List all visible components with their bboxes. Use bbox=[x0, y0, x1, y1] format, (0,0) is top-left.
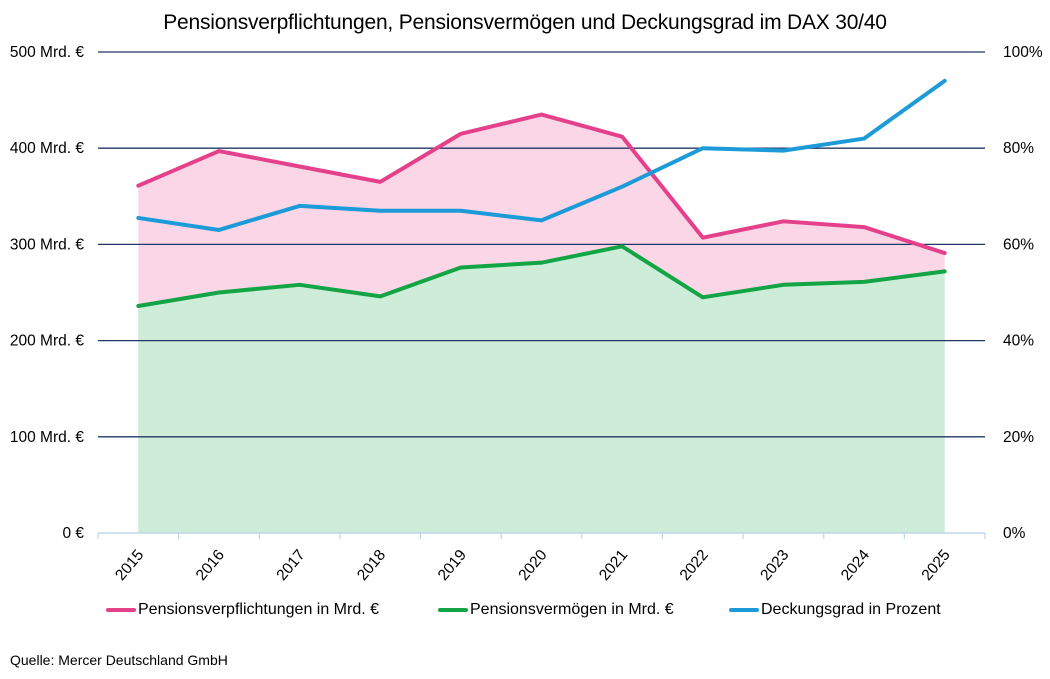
x-tick-label: 2023 bbox=[757, 547, 792, 584]
legend-label-pensionsverpflichtungen: Pensionsverpflichtungen in Mrd. € bbox=[138, 601, 380, 618]
y-tick-right: 80% bbox=[1003, 140, 1034, 157]
legend-label-deckungsgrad: Deckungsgrad in Prozent bbox=[761, 601, 941, 618]
y-tick-right: 60% bbox=[1003, 236, 1034, 253]
chart-plot: 0 € 100 Mrd. € 200 Mrd. € 300 Mrd. € 400 Mrd… bbox=[10, 44, 1043, 584]
legend-swatch-pensionsvermoegen bbox=[438, 608, 468, 612]
legend-item-deckungsgrad: Deckungsgrad in Prozent bbox=[729, 601, 941, 619]
x-tick-label: 2017 bbox=[273, 547, 308, 584]
y-tick-left: 0 € bbox=[62, 525, 84, 542]
legend-item-pensionsverpflichtungen: Pensionsverpflichtungen in Mrd. € bbox=[106, 601, 379, 619]
legend-swatch-deckungsgrad bbox=[729, 608, 759, 612]
x-tick-label: 2020 bbox=[515, 546, 550, 584]
y-tick-right: 0% bbox=[1003, 525, 1026, 542]
x-tick-label: 2019 bbox=[435, 547, 470, 584]
x-tick-label: 2021 bbox=[596, 547, 631, 584]
area-fill-series-1 bbox=[138, 246, 945, 533]
y-tick-left: 400 Mrd. € bbox=[10, 140, 84, 157]
x-tick-label: 2024 bbox=[838, 546, 873, 584]
x-tick-label: 2022 bbox=[677, 547, 712, 584]
y-tick-right: 40% bbox=[1003, 333, 1034, 350]
y-tick-right: 20% bbox=[1003, 429, 1034, 446]
y-tick-left: 300 Mrd. € bbox=[10, 236, 84, 253]
source-note: Quelle: Mercer Deutschland GmbH bbox=[10, 652, 228, 668]
x-tick-label: 2018 bbox=[354, 547, 389, 584]
x-tick-label: 2015 bbox=[112, 547, 147, 584]
y-tick-right: 100% bbox=[1003, 44, 1043, 61]
legend-label-pensionsvermoegen: Pensionsvermögen in Mrd. € bbox=[470, 601, 674, 618]
legend-item-pensionsvermoegen: Pensionsvermögen in Mrd. € bbox=[438, 601, 674, 619]
x-tick-label: 2016 bbox=[193, 547, 228, 584]
x-tick-label: 2025 bbox=[919, 547, 954, 584]
legend-swatch-pensionsverpflichtungen bbox=[106, 608, 136, 612]
y-tick-left: 100 Mrd. € bbox=[10, 429, 84, 446]
y-tick-left: 500 Mrd. € bbox=[10, 44, 84, 61]
y-tick-left: 200 Mrd. € bbox=[10, 333, 84, 350]
chart-title: Pensionsverpflichtungen, Pensionsvermöge… bbox=[163, 11, 887, 34]
